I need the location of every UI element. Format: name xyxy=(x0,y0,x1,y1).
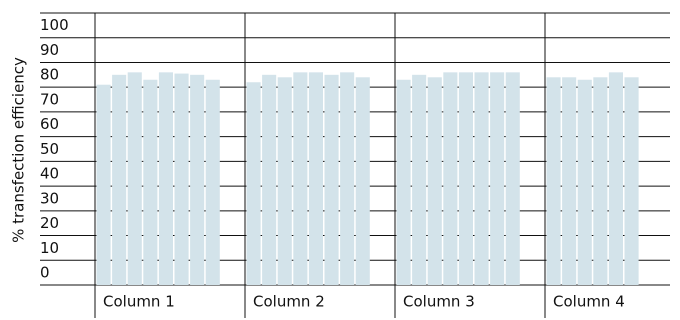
bar xyxy=(624,77,639,285)
bar xyxy=(340,72,355,285)
bar xyxy=(96,84,111,285)
x-tick-label: Column 1 xyxy=(103,293,175,311)
y-axis-label: % transfection efficiency xyxy=(10,57,28,243)
bar xyxy=(127,72,142,285)
bar xyxy=(355,77,370,285)
bar xyxy=(505,72,520,285)
x-tick-label: Column 4 xyxy=(553,293,625,311)
bar xyxy=(262,74,277,286)
bar xyxy=(608,72,623,285)
y-tick-label: 30 xyxy=(40,189,59,207)
bar xyxy=(174,73,189,285)
bar xyxy=(246,82,261,286)
bar xyxy=(490,72,505,285)
x-tick-label: Column 3 xyxy=(403,293,475,311)
bar xyxy=(443,72,458,285)
bar xyxy=(577,79,592,285)
bar xyxy=(474,72,489,285)
y-tick-label: 70 xyxy=(40,90,59,108)
y-tick-label: 90 xyxy=(40,41,59,59)
y-tick-label: 40 xyxy=(40,165,59,183)
bar xyxy=(112,74,127,286)
bar xyxy=(427,77,442,285)
bar xyxy=(412,74,427,286)
bar xyxy=(190,74,205,286)
bar xyxy=(277,77,292,285)
y-tick-label: 50 xyxy=(40,140,59,158)
y-tick-label: 80 xyxy=(40,66,59,84)
bar xyxy=(458,72,473,285)
y-tick-label: 100 xyxy=(40,16,69,34)
y-tick-label: 10 xyxy=(40,239,59,257)
bar xyxy=(143,79,158,285)
y-tick-label: 20 xyxy=(40,214,59,232)
x-tick-label: Column 2 xyxy=(253,293,325,311)
bar xyxy=(593,77,608,285)
bar xyxy=(562,77,577,285)
bar xyxy=(324,74,339,286)
bar xyxy=(546,77,561,285)
bar xyxy=(396,79,411,285)
y-tick-label: 60 xyxy=(40,115,59,133)
bar xyxy=(158,72,173,285)
y-tick-label: 0 xyxy=(40,264,50,282)
bar xyxy=(205,79,220,285)
bar xyxy=(308,72,323,285)
bar xyxy=(293,72,308,285)
